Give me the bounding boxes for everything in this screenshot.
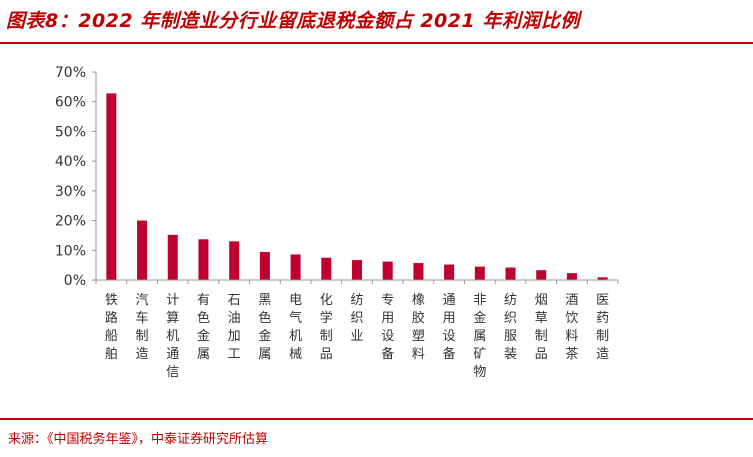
x-category-label: 有色金属 — [197, 293, 210, 362]
x-category-label: 纺织服装 — [504, 293, 517, 362]
chart-title: 图表8：2022 年制造业分行业留底退税金额占 2021 年利润比例 — [6, 10, 580, 32]
footer-divider — [0, 418, 753, 420]
bar — [413, 263, 424, 280]
x-category-label: 酒饮料茶 — [565, 293, 578, 362]
bar — [259, 252, 270, 280]
x-axis: 铁路船舶 汽车制造 计算机通信 有色金属 石油加工 黑色金属 电气机械 化学制品 纺织业 专用设备… — [95, 279, 619, 380]
y-tick-label: 20% — [55, 214, 86, 230]
x-category-label: 电气机械 — [289, 293, 302, 362]
x-category-label: 化学制品 — [320, 293, 333, 362]
y-axis: 0% 10% 20% 30% 40% 50% 60% 70% — [55, 65, 97, 289]
y-tick-label: 40% — [55, 154, 86, 170]
bar — [106, 93, 117, 280]
bar — [597, 277, 608, 280]
bar — [536, 270, 547, 280]
x-category-label: 专用设备 — [381, 293, 394, 362]
bar — [198, 239, 209, 280]
bars — [106, 93, 608, 280]
y-tick-label: 50% — [55, 124, 86, 140]
bar — [444, 264, 455, 280]
y-tick-label: 10% — [55, 243, 86, 259]
x-category-label: 石油加工 — [228, 293, 241, 362]
x-category-label: 黑色金属 — [258, 293, 271, 362]
y-tick-label: 0% — [64, 273, 86, 289]
bar — [505, 267, 516, 280]
bar — [474, 266, 485, 280]
bar — [382, 261, 393, 280]
bar — [290, 254, 301, 280]
bar — [167, 234, 178, 280]
bar — [566, 273, 577, 280]
x-category-label: 汽车制造 — [136, 293, 149, 362]
x-category-label: 铁路船舶 — [105, 293, 118, 362]
x-category-label: 通用设备 — [443, 293, 456, 362]
bar — [137, 220, 148, 280]
x-category-label: 计算机通信 — [166, 293, 179, 380]
x-category-label: 橡胶塑料 — [412, 293, 425, 362]
source-note: 来源：《中国税务年鉴》，中泰证券研究所估算 — [8, 432, 269, 447]
x-category-label: 医药制造 — [596, 293, 609, 362]
bar — [321, 257, 332, 280]
y-tick-label: 60% — [55, 95, 86, 111]
bar — [352, 260, 362, 280]
x-category-label: 非金属矿物 — [473, 293, 486, 380]
title-divider — [0, 42, 753, 44]
x-category-label: 纺织业 — [350, 293, 363, 344]
y-tick-label: 30% — [55, 184, 86, 200]
bar — [229, 241, 240, 280]
y-tick-label: 70% — [55, 65, 86, 81]
x-category-label: 烟草制品 — [535, 293, 548, 362]
bar-chart: 0% 10% 20% 30% 40% 50% 60% 70% 铁路船舶 汽车制造 计算机通信 有色金… — [55, 65, 619, 380]
